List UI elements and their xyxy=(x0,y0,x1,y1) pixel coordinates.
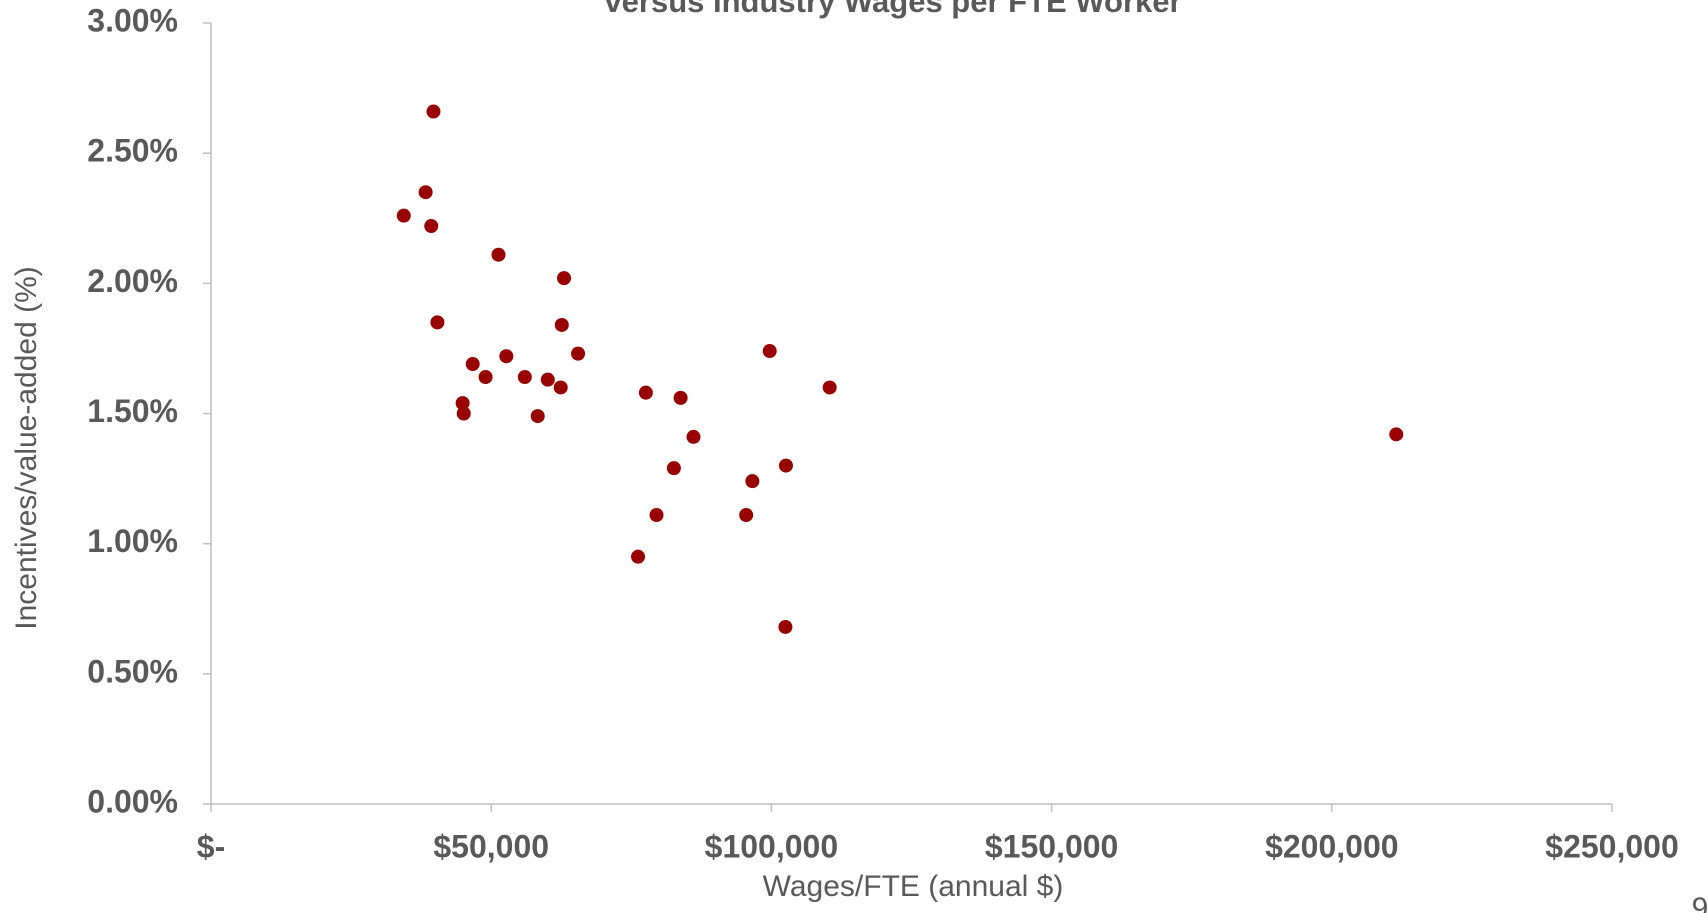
point xyxy=(530,409,545,424)
point xyxy=(553,380,568,395)
point xyxy=(396,208,411,223)
chart-title: versus Industry Wages per FTE Worker xyxy=(604,0,1181,19)
point xyxy=(673,390,688,405)
y-tick-label: 1.00% xyxy=(87,523,178,559)
point xyxy=(557,271,572,286)
point xyxy=(430,315,445,330)
point xyxy=(424,219,439,234)
point xyxy=(517,370,532,385)
point xyxy=(638,385,653,400)
x-tick-label: $250,000 xyxy=(1545,828,1678,864)
y-tick-label: 0.00% xyxy=(87,783,178,819)
point xyxy=(554,317,569,332)
page-number: 9 xyxy=(1692,892,1708,913)
point xyxy=(822,380,837,395)
point xyxy=(739,508,754,523)
x-tick-label: $100,000 xyxy=(705,828,838,864)
point xyxy=(666,461,681,476)
point xyxy=(478,370,493,385)
point xyxy=(465,357,480,372)
point xyxy=(499,349,514,364)
point xyxy=(778,619,793,634)
x-axis-title: Wages/FTE (annual $) xyxy=(763,870,1064,903)
point xyxy=(686,429,701,444)
point xyxy=(456,406,471,421)
point xyxy=(649,508,664,523)
y-tick-label: 0.50% xyxy=(87,653,178,689)
point xyxy=(455,396,470,411)
point xyxy=(426,104,441,119)
point xyxy=(491,247,506,262)
point xyxy=(418,185,433,200)
x-tick-label: $50,000 xyxy=(433,828,549,864)
y-tick-label: 1.50% xyxy=(87,393,178,429)
point xyxy=(540,372,555,387)
point xyxy=(778,458,793,473)
x-tick-label: $200,000 xyxy=(1265,828,1398,864)
point xyxy=(631,549,646,564)
point xyxy=(762,344,777,359)
y-axis-title: Incentives/value-added (%) xyxy=(10,266,43,630)
y-tick-label: 2.00% xyxy=(87,263,178,299)
y-tick-label: 2.50% xyxy=(87,133,178,169)
point xyxy=(571,346,586,361)
y-tick-label: 3.00% xyxy=(87,2,178,38)
x-tick-label: $150,000 xyxy=(985,828,1118,864)
x-tick-label: $- xyxy=(197,828,225,864)
point xyxy=(745,474,760,489)
point xyxy=(1389,427,1404,442)
